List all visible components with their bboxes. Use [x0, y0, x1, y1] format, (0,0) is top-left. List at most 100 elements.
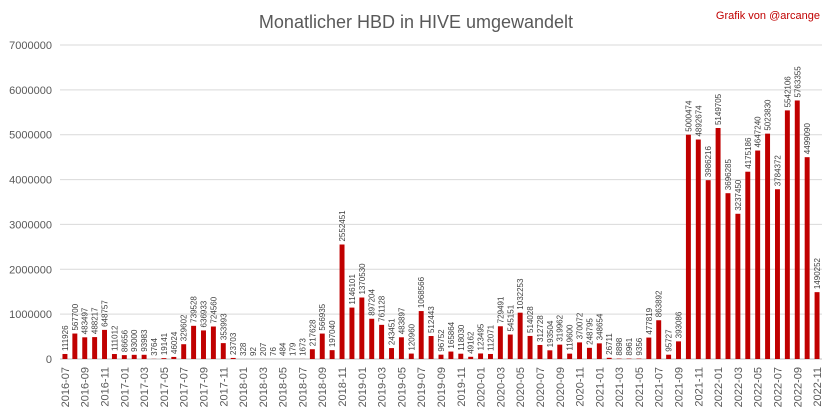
bar	[596, 343, 602, 359]
data-label: 46024	[170, 331, 179, 354]
data-label: 1490252	[813, 257, 822, 289]
data-label: 729491	[496, 296, 505, 323]
bar	[111, 354, 117, 359]
data-label: 724560	[209, 296, 218, 323]
bar	[577, 342, 583, 359]
data-label: 514028	[526, 306, 535, 333]
data-label: 488217	[91, 307, 100, 334]
data-label: 1673	[298, 338, 307, 356]
bar	[359, 297, 365, 359]
data-label: 329602	[180, 314, 189, 341]
bar	[62, 353, 68, 359]
x-tick-label: 2019-03	[377, 367, 389, 407]
data-label: 512443	[427, 306, 436, 333]
data-label: 123495	[477, 323, 486, 350]
bar	[774, 189, 780, 359]
data-label: 353993	[219, 313, 228, 340]
data-label: 545151	[506, 304, 515, 331]
data-label: 19141	[160, 332, 169, 355]
data-label: 8898	[615, 337, 624, 355]
bar	[705, 180, 711, 359]
bar	[220, 343, 226, 359]
data-label: 328	[239, 342, 248, 356]
x-tick-label: 2018-11	[337, 367, 349, 407]
x-tick-label: 2020-01	[476, 367, 488, 407]
data-label: 8961	[625, 337, 634, 355]
data-label: 319962	[556, 314, 565, 341]
x-tick-label: 2022-07	[772, 367, 784, 407]
x-tick-label: 2017-09	[198, 367, 210, 407]
x-tick-label: 2018-05	[278, 367, 290, 407]
data-label: 483497	[81, 307, 90, 334]
x-tick-label: 2021-05	[634, 367, 646, 407]
data-label: 348654	[595, 313, 604, 340]
data-label: 393086	[675, 311, 684, 338]
bar	[606, 357, 612, 359]
bar	[349, 307, 355, 359]
bar	[517, 312, 523, 359]
bar	[715, 127, 721, 359]
bar	[428, 336, 434, 359]
bar	[82, 337, 88, 359]
data-label: 207	[259, 342, 268, 356]
bar	[309, 349, 315, 359]
bar	[161, 358, 167, 359]
data-label: 95727	[665, 329, 674, 352]
x-tick-label: 2018-07	[297, 367, 309, 407]
data-label: 1146101	[348, 273, 357, 304]
data-label: 4647240	[754, 116, 763, 148]
data-label: 179	[289, 342, 298, 356]
x-tick-label: 2022-03	[733, 367, 745, 407]
bar	[201, 330, 206, 359]
data-label: 49162	[467, 331, 476, 354]
data-label: 3237450	[734, 179, 743, 211]
data-label: 863892	[655, 290, 664, 317]
bar	[676, 341, 681, 359]
x-tick-label: 2022-11	[812, 367, 824, 407]
y-tick-label: 5000000	[9, 130, 52, 142]
data-label: 648757	[101, 300, 110, 327]
bar	[438, 354, 444, 359]
bar	[765, 133, 771, 359]
data-label: 248795	[585, 318, 594, 345]
bar	[666, 354, 672, 359]
data-label: 566935	[318, 303, 327, 330]
bar	[121, 355, 127, 359]
y-tick-label: 4000000	[9, 175, 52, 187]
data-label: 3986216	[704, 145, 713, 177]
bar	[685, 134, 691, 359]
x-tick-label: 2018-03	[258, 367, 270, 407]
data-label: 197040	[328, 320, 337, 347]
bar	[527, 335, 533, 359]
x-tick-label: 2016-07	[60, 367, 72, 407]
bar	[656, 320, 662, 359]
data-label: 1068566	[417, 276, 426, 308]
bar	[567, 353, 573, 359]
data-label: 93000	[130, 329, 139, 352]
bar	[369, 318, 375, 359]
x-tick-label: 2019-09	[436, 367, 448, 407]
bar	[537, 344, 543, 359]
data-label: 3764	[150, 337, 159, 355]
bar	[230, 357, 236, 359]
bar	[102, 329, 108, 359]
x-tick-label: 2019-07	[416, 367, 428, 407]
chart-credit: Grafik von @arcange	[715, 10, 820, 22]
data-label: 4499090	[803, 122, 812, 154]
data-label: 217628	[308, 319, 317, 346]
data-label: 5542106	[783, 76, 792, 108]
data-label: 92	[249, 347, 258, 356]
y-tick-label: 6000000	[9, 85, 52, 97]
bar	[92, 337, 98, 359]
x-tick-label: 2018-01	[238, 367, 250, 407]
x-tick-label: 2017-03	[139, 367, 151, 407]
data-label: 111012	[110, 325, 119, 351]
bar	[448, 351, 454, 359]
x-tick-label: 2022-09	[792, 367, 804, 407]
x-tick-label: 2021-03	[614, 367, 626, 407]
x-tick-label: 2016-11	[100, 367, 112, 407]
data-label: 96752	[437, 329, 446, 352]
bar	[725, 193, 731, 359]
